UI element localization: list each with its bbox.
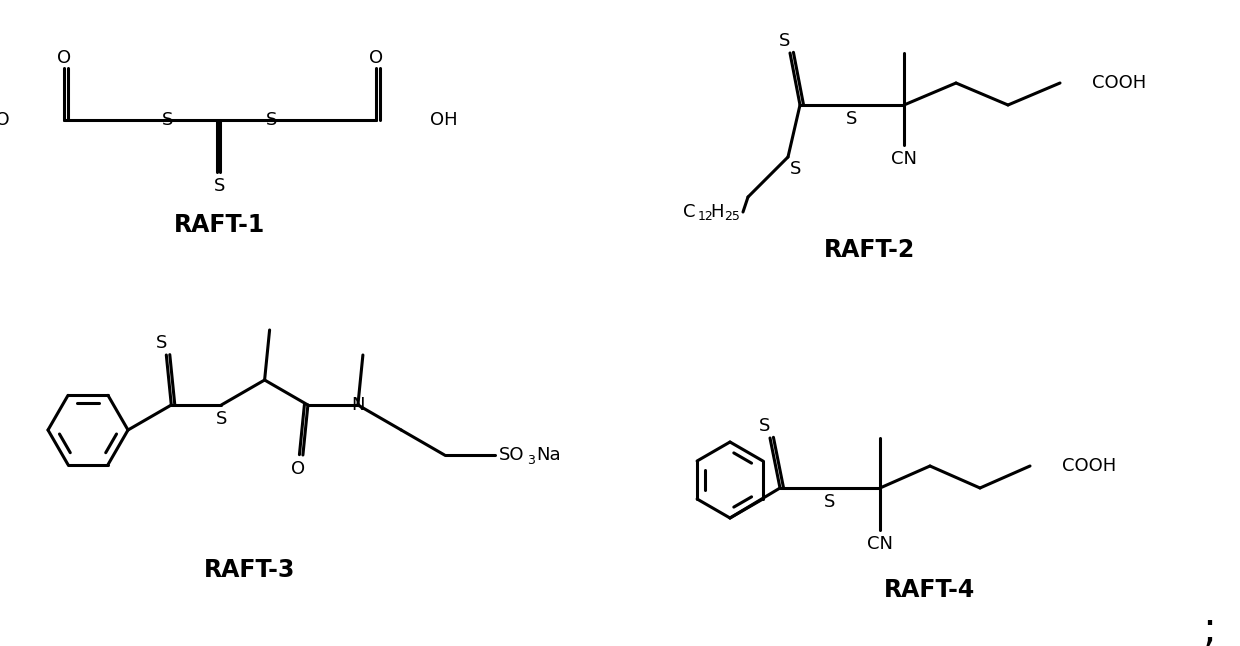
Text: C: C	[683, 203, 696, 221]
Text: O: O	[57, 49, 71, 67]
Text: 12: 12	[698, 211, 714, 224]
Text: RAFT-3: RAFT-3	[205, 558, 295, 582]
Text: H: H	[711, 203, 723, 221]
Text: S: S	[790, 160, 802, 178]
Text: O: O	[291, 460, 305, 478]
Text: S: S	[216, 410, 227, 428]
Text: COOH: COOH	[1092, 74, 1146, 92]
Text: 25: 25	[724, 211, 740, 224]
Text: OH: OH	[430, 111, 458, 129]
Text: O: O	[370, 49, 383, 67]
Text: SO: SO	[498, 446, 525, 464]
Text: ;: ;	[1203, 609, 1216, 646]
Text: Na: Na	[537, 446, 562, 464]
Text: RAFT-1: RAFT-1	[175, 213, 265, 237]
Text: S: S	[155, 334, 167, 352]
Text: S: S	[215, 177, 226, 195]
Text: S: S	[825, 493, 836, 511]
Text: RAFT-4: RAFT-4	[884, 578, 976, 602]
Text: 3: 3	[527, 453, 536, 466]
Text: HO: HO	[0, 111, 10, 129]
Text: S: S	[847, 110, 858, 128]
Text: RAFT-2: RAFT-2	[825, 238, 915, 262]
Text: S: S	[162, 111, 174, 129]
Text: S: S	[779, 32, 791, 50]
Text: S: S	[267, 111, 278, 129]
Text: CN: CN	[867, 535, 893, 553]
Text: COOH: COOH	[1061, 457, 1116, 475]
Text: N: N	[351, 396, 365, 414]
Text: S: S	[759, 417, 771, 435]
Text: CN: CN	[892, 150, 918, 168]
